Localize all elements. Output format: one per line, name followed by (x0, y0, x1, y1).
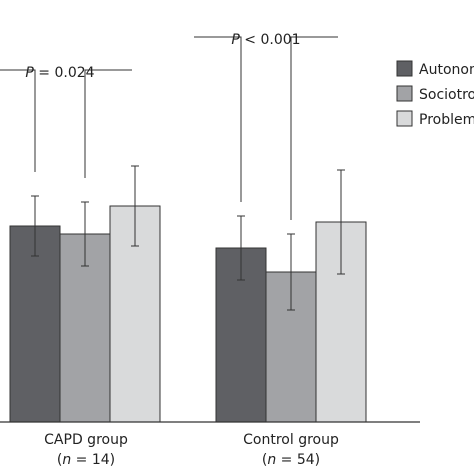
error-bar-problem-capd-group (131, 165, 139, 247)
bars-layer (9, 205, 367, 423)
significance-brackets (0, 36, 338, 220)
error-bar-autonomous-capd-group (31, 195, 39, 257)
p-value-label-autonomous: P = 0.024 (25, 65, 94, 81)
legend-label-autonomous: Autonomous (419, 62, 474, 78)
error-bars-layer (31, 165, 345, 311)
error-bar-problem-control-group (337, 169, 345, 275)
legend: Autonomous Sociotropic Problem (396, 60, 474, 128)
legend-label-problem: Problem (419, 112, 474, 128)
category-label-capd: CAPD group (44, 432, 128, 448)
legend-swatch-problem (396, 110, 413, 127)
category-label-control: Control group (243, 432, 339, 448)
significance-bracket-1 (194, 36, 338, 220)
p-value-label-sociotropic: P < 0.001 (231, 32, 300, 48)
legend-swatch-autonomous (396, 60, 413, 77)
bar-autonomous-capd-group (9, 225, 61, 423)
category-n-control: (n = 54) (262, 452, 320, 468)
error-bar-sociotropic-capd-group (81, 201, 89, 267)
error-bar-sociotropic-control-group (287, 233, 295, 311)
legend-swatch-sociotropic (396, 85, 413, 102)
legend-label-sociotropic: Sociotropic (419, 87, 474, 103)
error-bar-autonomous-control-group (237, 215, 245, 281)
category-n-capd: (n = 14) (57, 452, 115, 468)
significance-bracket-0 (0, 69, 132, 178)
